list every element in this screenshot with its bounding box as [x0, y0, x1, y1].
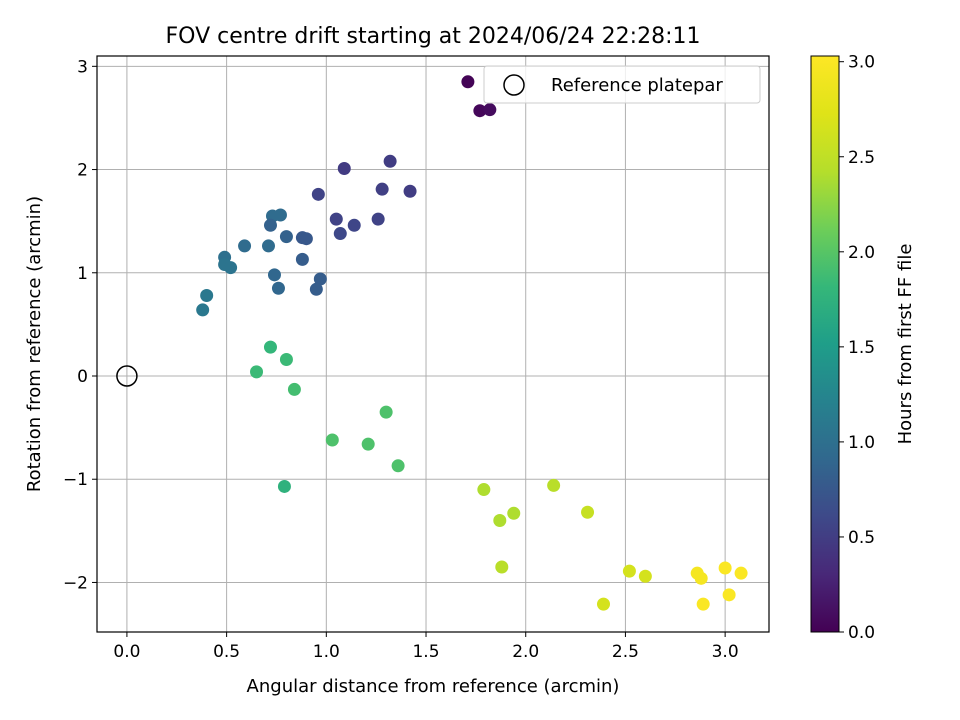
y-tick-label: 2	[77, 161, 88, 181]
data-point	[379, 405, 393, 419]
data-point	[279, 230, 293, 244]
x-tick-label: 3.0	[712, 642, 739, 662]
data-point	[547, 478, 561, 492]
data-point	[263, 218, 277, 232]
data-point	[309, 282, 323, 296]
plot-frame	[96, 55, 770, 633]
data-point	[718, 561, 732, 575]
data-point	[224, 261, 238, 275]
data-point	[250, 365, 264, 379]
data-point	[196, 303, 210, 317]
x-tick-label: 2.5	[612, 642, 639, 662]
data-point	[267, 268, 281, 282]
data-point	[391, 459, 405, 473]
data-point	[273, 208, 287, 222]
y-tick-label: −2	[63, 573, 88, 593]
colorbar-ticks: 0.0 0.5 1.0 1.5 2.0 2.5 3.0	[839, 53, 875, 643]
x-tick-label: 2.0	[512, 642, 539, 662]
data-point	[311, 187, 325, 201]
grid-lines	[97, 56, 769, 632]
data-point	[461, 75, 475, 89]
chart-title: FOV centre drift starting at 2024/06/24 …	[166, 24, 701, 49]
colorbar-label: Hours from first FF file	[895, 244, 916, 445]
y-tick-label: 1	[77, 264, 88, 284]
data-point	[337, 162, 351, 176]
data-point	[261, 239, 275, 253]
y-tick-label: −1	[63, 470, 88, 490]
colorbar-tick-label: 0.5	[848, 528, 875, 548]
data-point	[295, 252, 309, 266]
legend-label: Reference platepar	[551, 75, 723, 96]
data-point	[325, 433, 339, 447]
x-tick-label: 0.5	[213, 642, 240, 662]
reference-marker-group	[116, 365, 138, 387]
x-tick-label: 0.0	[113, 642, 140, 662]
colorbar-tick-label: 1.5	[848, 338, 875, 358]
y-axis-label: Rotation from reference (arcmin)	[24, 196, 45, 492]
data-points	[196, 75, 748, 611]
data-point	[696, 597, 710, 611]
data-point	[313, 272, 327, 286]
data-point	[333, 227, 347, 241]
data-point	[371, 212, 385, 226]
data-point	[734, 566, 748, 580]
data-point	[200, 288, 214, 302]
legend: Reference platepar	[483, 65, 761, 104]
data-point	[263, 340, 277, 354]
data-point	[473, 104, 487, 118]
y-axis: −2 −1 0 1 2 3	[63, 57, 97, 593]
data-point	[277, 479, 291, 493]
colorbar-gradient	[810, 55, 840, 633]
colorbar-tick-label: 3.0	[848, 53, 875, 73]
colorbar: 0.0 0.5 1.0 1.5 2.0 2.5 3.0 Hours from first F…	[810, 53, 916, 643]
data-point	[493, 514, 507, 528]
x-tick-label: 1.0	[313, 642, 340, 662]
data-point	[361, 437, 375, 451]
colorbar-tick-label: 2.0	[848, 243, 875, 263]
data-point	[279, 352, 293, 366]
x-axis-label: Angular distance from reference (arcmin)	[247, 676, 620, 697]
data-point	[622, 564, 636, 578]
y-tick-label: 0	[77, 367, 88, 387]
data-point	[329, 212, 343, 226]
data-point	[403, 184, 417, 198]
data-point	[347, 218, 361, 232]
x-tick-label: 1.5	[412, 642, 439, 662]
x-axis: 0.0 0.5 1.0 1.5 2.0 2.5 3.0	[113, 632, 739, 662]
legend-reference-marker	[503, 74, 525, 96]
data-point	[238, 239, 252, 253]
data-point	[483, 103, 497, 117]
data-point	[287, 382, 301, 396]
data-point	[375, 182, 389, 196]
data-point	[383, 154, 397, 168]
data-point	[495, 560, 509, 574]
data-point	[271, 281, 285, 295]
reference-marker	[116, 365, 138, 387]
data-point	[722, 588, 736, 602]
data-point	[299, 232, 313, 246]
colorbar-tick-label: 2.5	[848, 148, 875, 168]
data-point	[581, 505, 595, 519]
colorbar-tick-label: 0.0	[848, 623, 875, 643]
data-point	[694, 571, 708, 585]
data-point	[596, 597, 610, 611]
data-point	[477, 483, 491, 497]
y-tick-label: 3	[77, 57, 88, 77]
legend-box	[483, 65, 761, 104]
data-point	[638, 569, 652, 583]
data-point	[507, 506, 521, 520]
colorbar-tick-label: 1.0	[848, 433, 875, 453]
